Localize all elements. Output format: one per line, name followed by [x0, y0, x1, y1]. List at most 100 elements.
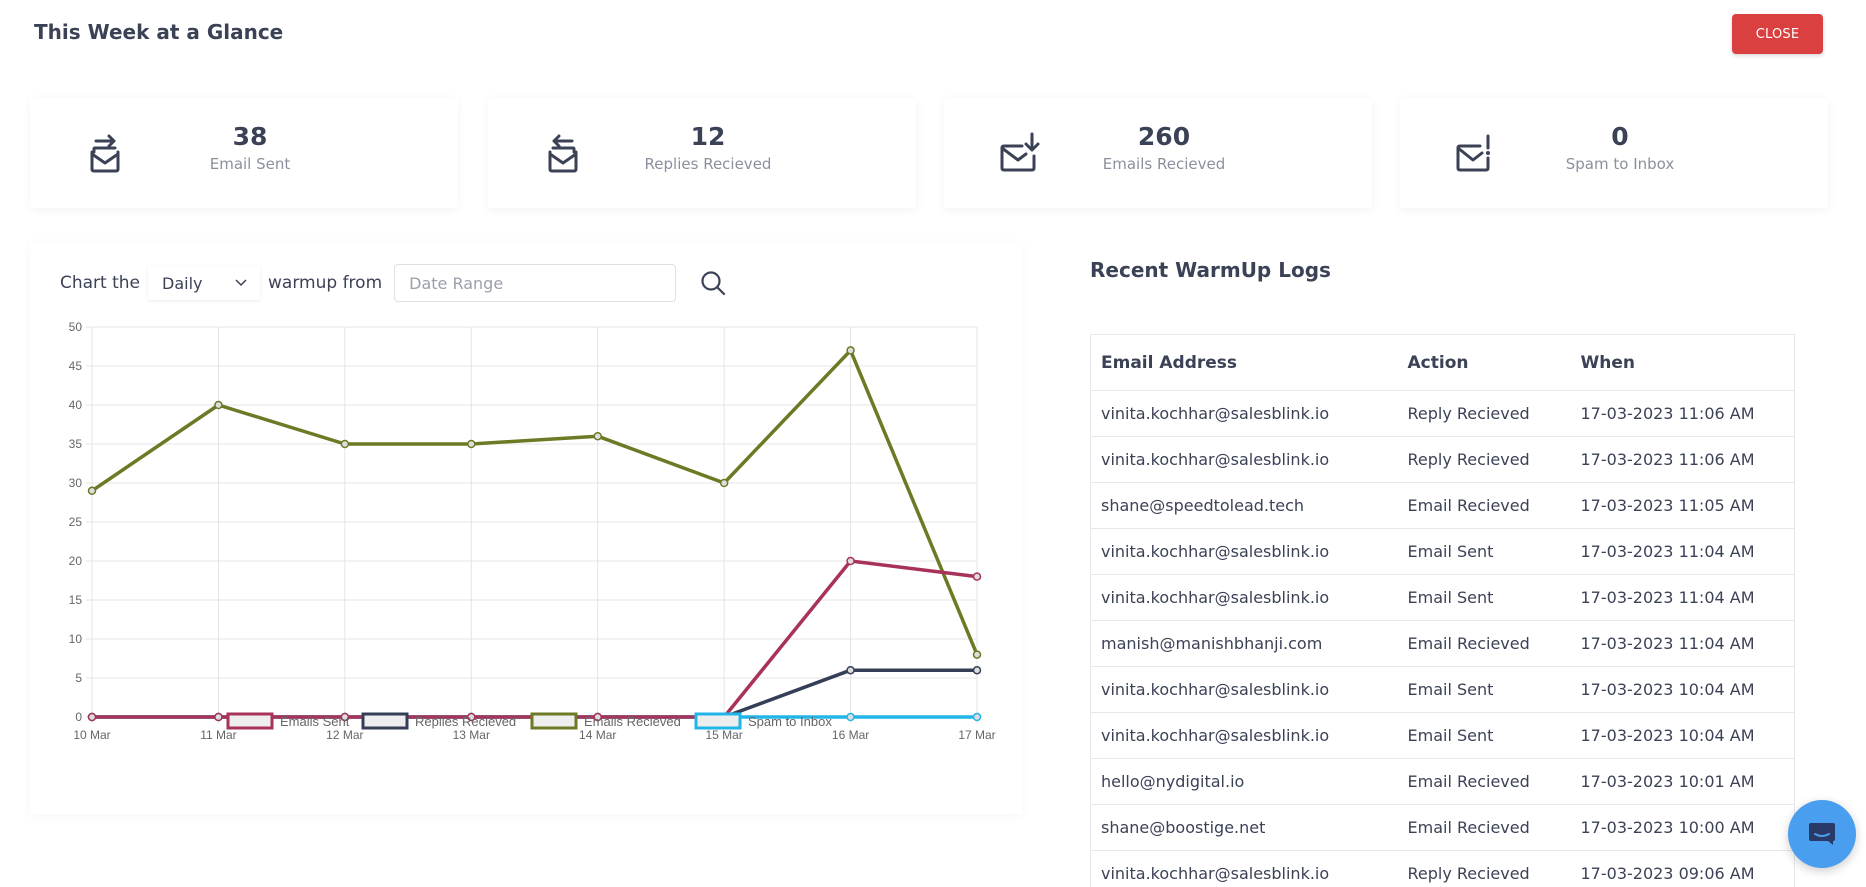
legend-swatch: [226, 712, 274, 730]
table-row: manish@manishbhanji.com Email Recieved 17-…: [1090, 620, 1795, 667]
cell-email: shane@speedtolead.tech: [1090, 482, 1398, 529]
data-point: [593, 712, 602, 722]
page-title: This Week at a Glance: [34, 20, 284, 44]
chat-icon: [1809, 823, 1835, 845]
x-tick-label: 10 Mar: [73, 728, 110, 742]
cell-email: vinita.kochhar@salesblink.io: [1090, 712, 1398, 759]
date-range-input[interactable]: [394, 264, 677, 302]
table-header-row: Email Address Action When: [1090, 334, 1795, 391]
x-tick-label: 14 Mar: [579, 728, 616, 742]
cell-email: vinita.kochhar@salesblink.io: [1090, 528, 1398, 575]
data-point: [593, 431, 602, 441]
logs-title: Recent WarmUp Logs: [1090, 258, 1331, 282]
x-tick-label: 16 Mar: [832, 728, 869, 742]
period-select[interactable]: Daily: [148, 266, 260, 300]
stat-value: 260: [1137, 122, 1191, 151]
cell-action: Email Sent: [1397, 666, 1571, 713]
cell-email: hello@nydigital.io: [1090, 758, 1398, 805]
cell-action: Email Sent: [1397, 574, 1571, 621]
cell-when: 17-03-2023 09:06 AM: [1570, 850, 1795, 887]
chevron-down-icon: [235, 279, 247, 287]
table-row: vinita.kochhar@salesblink.io Email Sent 17…: [1090, 712, 1795, 759]
stat-value: 38: [232, 122, 268, 151]
cell-action: Email Sent: [1397, 528, 1571, 575]
data-point: [972, 572, 982, 581]
y-tick-label: 10: [69, 632, 83, 646]
legend-swatch: [694, 712, 742, 730]
legend-label: Emails Sent: [280, 714, 350, 729]
stat-value: 12: [690, 122, 726, 151]
cell-action: Email Recieved: [1397, 758, 1571, 805]
data-point: [467, 439, 476, 449]
cell-when: 17-03-2023 10:04 AM: [1570, 666, 1795, 713]
table-row: vinita.kochhar@salesblink.io Reply Reciev…: [1090, 850, 1795, 887]
data-point: [87, 712, 97, 722]
legend-label: Replies Recieved: [415, 714, 516, 729]
data-point: [846, 556, 855, 566]
data-point: [87, 486, 97, 496]
column-header-action: Action: [1397, 334, 1571, 391]
cell-email: vinita.kochhar@salesblink.io: [1090, 666, 1398, 713]
line-chart: 0 5 10 15 20 25 30 35 40 45 50 10 Mar 11 Mar 12 Mar 13…: [69, 320, 996, 742]
logs-table: Email Address Action When vinita.kochhar…: [1090, 334, 1795, 887]
x-tick-label: 15 Mar: [705, 728, 742, 742]
cell-email: manish@manishbhanji.com: [1090, 620, 1398, 667]
mail-send-icon: [90, 134, 120, 173]
period-select-value: Daily: [162, 273, 203, 293]
cell-when: 17-03-2023 11:04 AM: [1570, 528, 1795, 575]
chart-controls: Chart the Daily warmup from: [60, 264, 730, 302]
table-row: vinita.kochhar@salesblink.io Reply Reciev…: [1090, 436, 1795, 483]
stat-label: Spam to Inbox: [1565, 155, 1675, 173]
chart-panel: Chart the Daily warmup from 0 5 10 15 20 25 30…: [30, 242, 1022, 814]
x-tick-label: 12 Mar: [326, 728, 363, 742]
y-tick-label: 20: [69, 554, 83, 568]
search-button[interactable]: [696, 266, 730, 300]
data-point: [972, 712, 982, 722]
table-row: shane@speedtolead.tech Email Recieved 17-0…: [1090, 482, 1795, 529]
x-tick-label: 13 Mar: [453, 728, 490, 742]
stat-card-spam-to-inbox: 0 Spam to Inbox: [1400, 98, 1828, 208]
data-point: [340, 712, 350, 722]
legend-label: Emails Recieved: [584, 714, 681, 729]
y-tick-label: 50: [69, 320, 83, 334]
cell-email: vinita.kochhar@salesblink.io: [1090, 390, 1398, 437]
cell-action: Email Recieved: [1397, 804, 1571, 851]
column-header-when: When: [1570, 334, 1795, 391]
chat-widget-button[interactable]: [1788, 800, 1856, 868]
x-tick-label: 11 Mar: [200, 728, 236, 742]
cell-when: 17-03-2023 10:01 AM: [1570, 758, 1795, 805]
table-row: vinita.kochhar@salesblink.io Reply Reciev…: [1090, 390, 1795, 437]
stat-card-emails-received: 260 Emails Recieved: [944, 98, 1372, 208]
cell-when: 17-03-2023 11:05 AM: [1570, 482, 1795, 529]
cell-action: Email Sent: [1397, 712, 1571, 759]
table-row: vinita.kochhar@salesblink.io Email Sent 17…: [1090, 666, 1795, 713]
cell-when: 17-03-2023 10:04 AM: [1570, 712, 1795, 759]
table-row: vinita.kochhar@salesblink.io Email Sent 17…: [1090, 574, 1795, 621]
cell-when: 17-03-2023 11:06 AM: [1570, 390, 1795, 437]
mail-reply-icon: [548, 134, 578, 173]
series-line: [92, 668, 977, 719]
cell-when: 17-03-2023 10:00 AM: [1570, 804, 1795, 851]
controls-middle: warmup from: [268, 273, 383, 293]
table-row: hello@nydigital.io Email Recieved 17-03-20…: [1090, 758, 1795, 805]
y-tick-label: 0: [75, 710, 82, 724]
stat-card-email-sent: 38 Email Sent: [30, 98, 458, 208]
y-tick-label: 5: [75, 671, 82, 685]
data-point: [214, 712, 223, 722]
data-point: [846, 665, 855, 675]
stat-label: Emails Recieved: [1102, 155, 1226, 173]
cell-action: Reply Recieved: [1397, 436, 1571, 483]
close-button[interactable]: CLOSE: [1732, 14, 1823, 54]
data-point: [719, 478, 729, 488]
cell-action: Email Recieved: [1397, 482, 1571, 529]
series-line: [91, 348, 979, 656]
y-tick-label: 30: [69, 476, 83, 490]
chart-legend: Emails Sent Replies Recieved Emails Reciev…: [226, 712, 832, 730]
data-point: [340, 439, 350, 449]
stat-value: 0: [1611, 122, 1629, 151]
cell-action: Reply Recieved: [1397, 390, 1571, 437]
cell-when: 17-03-2023 11:06 AM: [1570, 436, 1795, 483]
legend-swatch: [530, 712, 578, 730]
y-tick-label: 15: [69, 593, 83, 607]
cell-email: vinita.kochhar@salesblink.io: [1090, 850, 1398, 887]
